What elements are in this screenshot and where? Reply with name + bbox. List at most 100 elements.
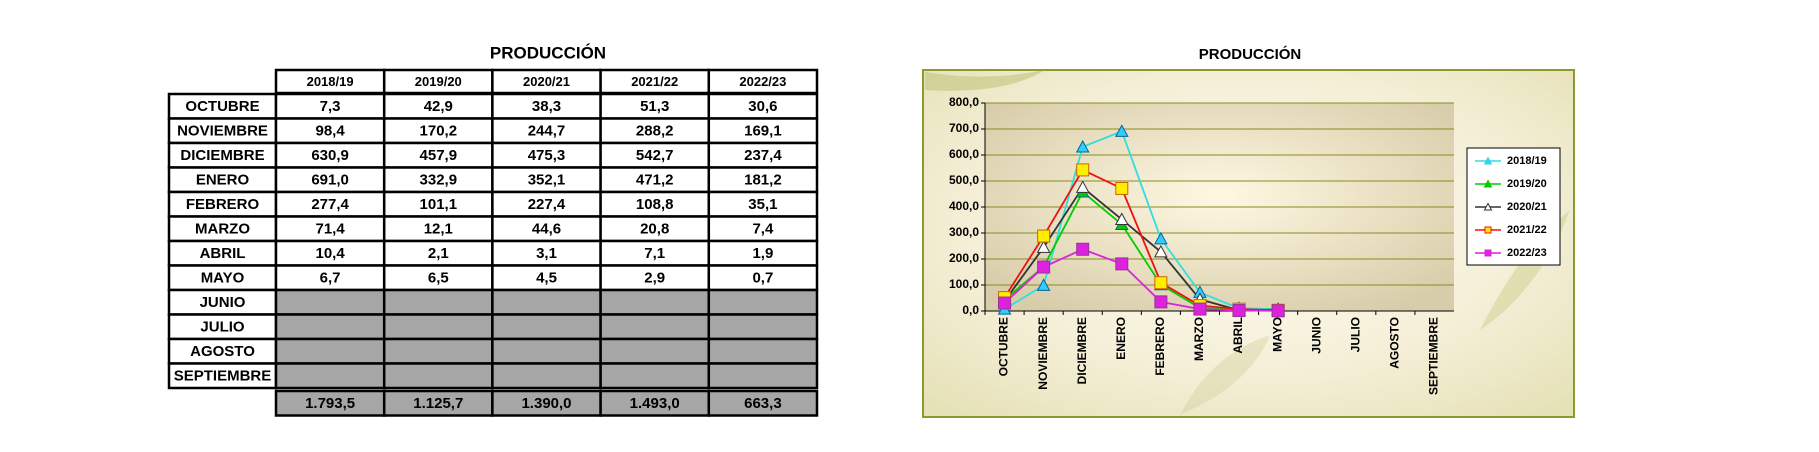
cell-value: 38,3	[532, 98, 561, 115]
row-label-cell	[167, 215, 278, 243]
cell	[707, 239, 819, 267]
cell-value: 10,4	[315, 245, 345, 262]
x-tick-label: AGOSTO	[1388, 317, 1402, 369]
cell-value: 12,1	[424, 221, 453, 238]
cell-value: 3,1	[536, 245, 557, 262]
cell-value: 471,2	[636, 172, 674, 189]
data-point	[1037, 260, 1051, 274]
cell	[382, 313, 494, 341]
data-point	[1076, 242, 1090, 256]
leaf	[925, 70, 1045, 91]
x-tick-label: NOVIEMBRE	[1036, 317, 1050, 390]
legend-marker	[1483, 156, 1493, 165]
cell-value: 44,6	[532, 221, 561, 238]
cell	[707, 313, 819, 341]
cell-value: 101,1	[420, 196, 458, 213]
cell-value: 7,1	[644, 245, 665, 262]
cell	[599, 215, 711, 243]
column-header: 2021/22	[631, 74, 678, 89]
cell	[274, 92, 386, 120]
cell-value: 691,0	[311, 172, 349, 189]
x-tick-label: JULIO	[1348, 317, 1362, 352]
y-tick-label: 400,0	[949, 199, 979, 213]
data-point	[1154, 295, 1168, 309]
cell-value: 4,5	[536, 270, 557, 287]
row-label-cell	[167, 166, 278, 194]
row-label: SEPTIEMBRE	[174, 368, 272, 385]
cell	[599, 337, 711, 365]
cell	[382, 239, 494, 267]
cell	[274, 141, 386, 169]
total-value: 1.793,5	[305, 395, 355, 412]
cell	[491, 288, 602, 316]
data-point	[998, 296, 1012, 310]
series-line	[1003, 168, 1279, 312]
cell-value: 6,5	[428, 270, 449, 287]
row-label: DICIEMBRE	[180, 147, 264, 164]
row-label: JULIO	[200, 319, 245, 336]
data-point	[1036, 240, 1051, 253]
legend-label: 2019/20	[1507, 178, 1547, 190]
leaf	[1180, 335, 1270, 415]
cell	[599, 362, 711, 390]
cell	[274, 313, 386, 341]
cell	[382, 264, 494, 292]
x-tick-label: OCTUBRE	[997, 317, 1011, 376]
y-tick-label: 300,0	[949, 225, 979, 239]
y-tick-label: 200,0	[949, 251, 979, 265]
cell	[491, 215, 602, 243]
column-header: 2018/19	[307, 74, 354, 89]
y-tick-label: 0,0	[962, 303, 979, 317]
series-line	[1003, 248, 1279, 312]
row-label: AGOSTO	[190, 343, 255, 360]
cell	[707, 190, 819, 218]
row-label: NOVIEMBRE	[177, 123, 268, 140]
cell-value: 475,3	[528, 147, 566, 164]
cell-value: 542,7	[636, 147, 674, 164]
cell-value: 630,9	[311, 147, 349, 164]
row-label-cell	[167, 141, 278, 169]
data-point	[1076, 163, 1090, 177]
cell	[274, 362, 386, 390]
legend-marker	[1483, 179, 1493, 188]
data-point	[1075, 139, 1090, 153]
cell	[707, 288, 819, 316]
cell	[382, 92, 494, 120]
cell-value: 108,8	[636, 196, 674, 213]
cell-value: 288,2	[636, 123, 674, 140]
x-tick-label: ENERO	[1114, 317, 1128, 360]
cell	[491, 239, 602, 267]
cell-value: 170,2	[420, 123, 458, 140]
data-point	[1114, 124, 1129, 137]
cell-value: 1,9	[752, 245, 773, 262]
cell-value: 6,7	[320, 270, 341, 287]
cell-value: 71,4	[315, 221, 345, 238]
cell	[491, 117, 602, 145]
cell-value: 42,9	[424, 98, 453, 115]
series-line	[1004, 130, 1279, 311]
legend-label: 2021/22	[1507, 224, 1547, 236]
total-value: 1.125,7	[413, 395, 463, 412]
row-label-cell	[167, 337, 278, 365]
cell	[599, 313, 711, 341]
cell-value: 352,1	[528, 172, 566, 189]
cell	[599, 288, 711, 316]
y-tick-label: 500,0	[949, 173, 979, 187]
row-label: JUNIO	[200, 294, 246, 311]
row-label: ENERO	[196, 172, 250, 189]
total-cell	[382, 389, 494, 417]
cell	[707, 264, 819, 292]
row-label: OCTUBRE	[185, 98, 259, 115]
cell-value: 30,6	[748, 98, 777, 115]
row-label: MARZO	[195, 221, 250, 238]
column-header: 2019/20	[415, 74, 462, 89]
cell-value: 332,9	[420, 172, 458, 189]
row-label: ABRIL	[200, 245, 246, 262]
row-label: FEBRERO	[186, 196, 260, 213]
cell-value: 227,4	[528, 196, 566, 213]
data-point	[1075, 180, 1090, 193]
legend-label: 2020/21	[1507, 201, 1547, 213]
cell	[491, 337, 602, 365]
data-point	[1114, 212, 1129, 225]
